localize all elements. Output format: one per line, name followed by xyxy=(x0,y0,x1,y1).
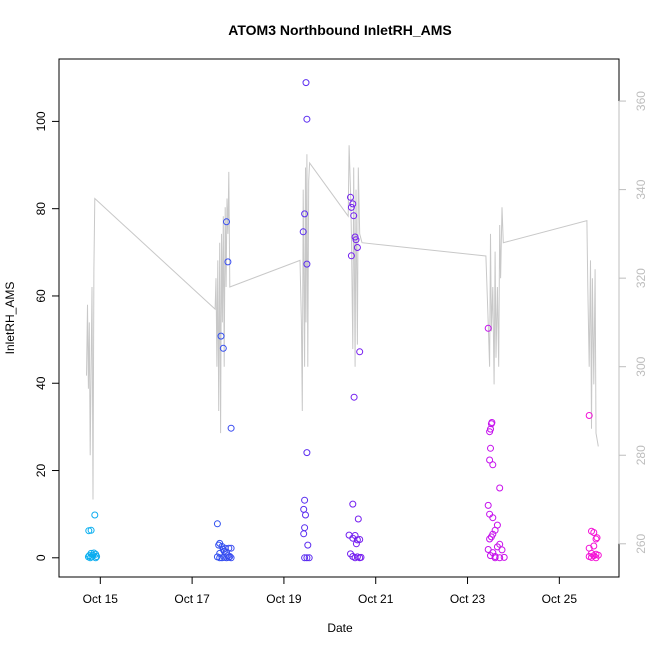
y-tick-label: 100 xyxy=(34,111,48,131)
x-tick-label: Oct 21 xyxy=(358,592,394,606)
data-point xyxy=(590,552,598,560)
data-point xyxy=(213,520,221,528)
y-tick-label: 20 xyxy=(34,464,48,478)
data-point xyxy=(299,228,307,236)
data-point xyxy=(350,212,358,220)
data-point xyxy=(491,554,499,562)
data-point xyxy=(349,500,357,508)
data-point xyxy=(500,553,508,561)
data-point xyxy=(486,456,494,464)
series-line xyxy=(86,145,599,500)
data-point xyxy=(487,533,495,541)
data-point xyxy=(353,244,361,251)
data-point xyxy=(498,546,506,554)
data-point xyxy=(301,210,309,218)
data-point xyxy=(484,501,492,509)
data-point xyxy=(303,115,311,123)
data-point xyxy=(487,425,494,433)
data-point xyxy=(491,526,499,534)
data-point xyxy=(219,344,227,352)
data-point xyxy=(91,511,99,519)
data-point xyxy=(496,554,504,562)
y2-tick-label: 280 xyxy=(634,445,648,465)
data-point xyxy=(87,526,95,534)
data-point xyxy=(593,534,601,542)
data-point xyxy=(352,540,360,548)
plot-frame xyxy=(58,58,620,578)
chart-title: ATOM3 Northbound InletRH_AMS xyxy=(228,22,451,38)
data-point xyxy=(304,541,312,549)
data-point xyxy=(303,554,311,562)
data-point xyxy=(347,193,354,201)
y-tick-label: 0 xyxy=(34,554,48,561)
y2-axis: 260 280 300 320 340 360 xyxy=(618,91,648,554)
data-point xyxy=(496,484,504,492)
x-tick-label: Oct 17 xyxy=(174,592,210,606)
y-axis: 0 20 40 60 80 100 xyxy=(34,111,60,561)
data-point xyxy=(216,554,224,562)
data-point xyxy=(352,236,360,244)
data-point xyxy=(588,553,595,561)
data-point xyxy=(590,542,598,550)
data-point xyxy=(301,524,309,532)
data-point xyxy=(349,200,357,208)
data-point xyxy=(303,260,311,268)
y-tick-label: 60 xyxy=(34,289,48,303)
data-point xyxy=(594,551,602,559)
data-point xyxy=(356,348,364,356)
data-point xyxy=(300,505,308,513)
data-point xyxy=(305,554,313,562)
data-point xyxy=(224,258,232,266)
data-point xyxy=(489,514,497,522)
data-point xyxy=(227,424,235,432)
data-point xyxy=(223,218,230,226)
data-point xyxy=(303,449,311,457)
data-point xyxy=(484,324,492,332)
y2-tick-label: 320 xyxy=(634,268,648,288)
x-tick-label: Oct 15 xyxy=(83,592,119,606)
data-point xyxy=(227,544,235,552)
data-point xyxy=(301,554,309,562)
data-point xyxy=(301,496,309,504)
data-point xyxy=(302,511,309,519)
data-point xyxy=(354,515,362,523)
x-tick-label: Oct 23 xyxy=(450,592,486,606)
data-point xyxy=(302,79,310,87)
data-point xyxy=(487,444,494,452)
data-point xyxy=(347,203,355,211)
line-layer xyxy=(86,145,599,500)
data-point xyxy=(489,461,497,469)
data-point xyxy=(300,530,308,538)
point-layer xyxy=(84,79,602,562)
data-point xyxy=(585,412,593,419)
data-point xyxy=(486,535,494,543)
data-point xyxy=(347,252,355,260)
y-tick-label: 40 xyxy=(34,376,48,390)
data-point xyxy=(488,419,496,426)
y2-tick-label: 340 xyxy=(634,179,648,199)
data-point xyxy=(92,550,100,558)
data-point xyxy=(357,553,365,561)
x-tick-label: Oct 19 xyxy=(266,592,302,606)
y-tick-label: 80 xyxy=(34,202,48,216)
y-axis-label: InletRH_AMS xyxy=(3,282,17,355)
data-point xyxy=(215,541,223,549)
data-point xyxy=(350,393,358,401)
data-point xyxy=(356,536,364,543)
x-axis: Oct 15 Oct 17 Oct 19 Oct 21 Oct 23 Oct 25 xyxy=(83,576,578,606)
data-point xyxy=(219,546,227,553)
y2-tick-label: 260 xyxy=(634,533,648,553)
data-point xyxy=(592,535,600,543)
y2-tick-label: 300 xyxy=(634,356,648,376)
data-point xyxy=(590,529,598,536)
y2-tick-label: 360 xyxy=(634,91,648,111)
data-point xyxy=(217,332,225,340)
x-tick-label: Oct 25 xyxy=(542,592,578,606)
x-axis-label: Date xyxy=(327,621,353,635)
data-point xyxy=(227,554,235,562)
